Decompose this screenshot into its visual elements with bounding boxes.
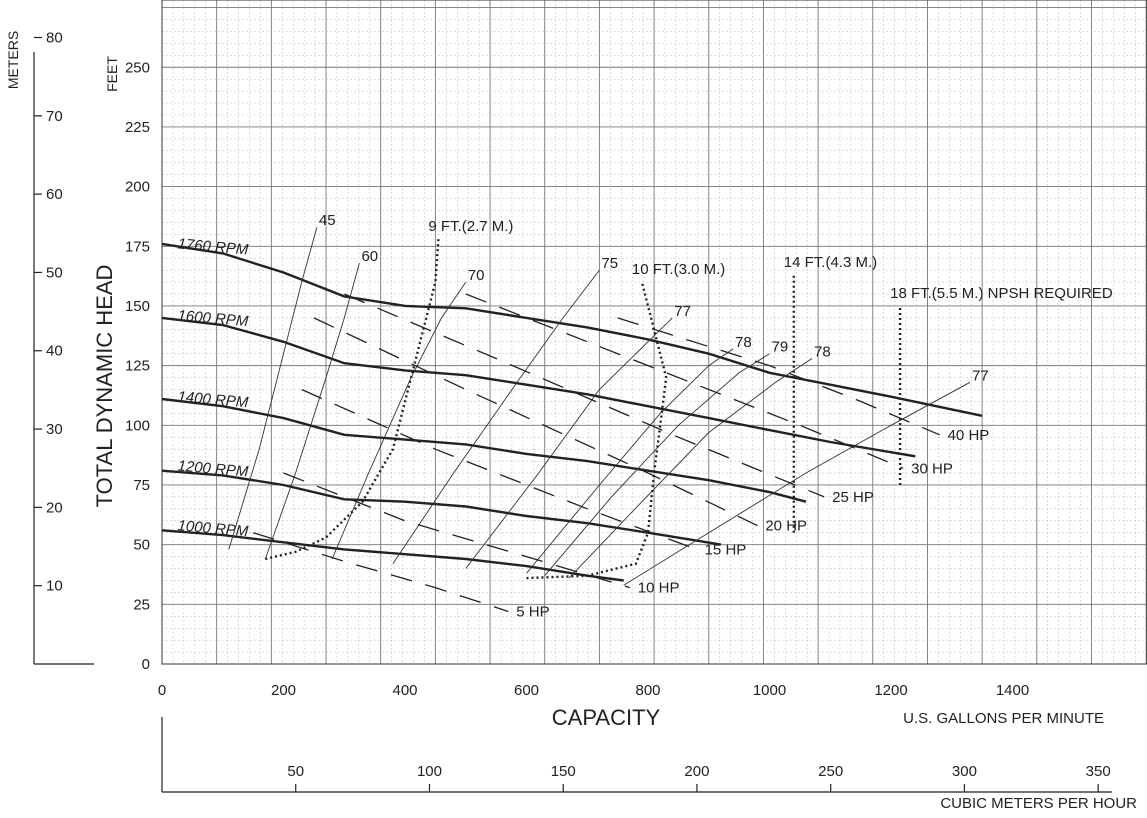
efficiency-curve-label: 70 — [468, 267, 485, 284]
x-tick-label: 400 — [392, 682, 417, 699]
rpm-curve — [161, 469, 722, 546]
y2-units-label: METERS — [5, 31, 21, 89]
power-curve — [283, 472, 630, 589]
rpm-curve — [161, 242, 983, 417]
y-tick-label: 75 — [133, 477, 150, 494]
x2-units-label: CUBIC METERS PER HOUR — [940, 795, 1137, 812]
m3h-tick-label: 250 — [818, 763, 843, 780]
meter-tick-label: 50 — [46, 264, 63, 281]
efficiency-curve-label: 75 — [601, 255, 618, 272]
m3h-tick-label: 300 — [952, 763, 977, 780]
efficiency-curve-label: 78 — [814, 343, 831, 360]
rpm-curve-label: 1200 RPM — [177, 457, 250, 480]
y-tick-label: 150 — [125, 298, 150, 315]
efficiency-curve — [623, 381, 971, 586]
plot-frame — [161, 0, 1147, 665]
m3h-tick-label: 100 — [417, 763, 442, 780]
efficiency-curve — [568, 358, 813, 579]
efficiency-curve-label: 78 — [735, 334, 752, 351]
chart-grid — [161, 0, 1147, 665]
meter-tick-label: 10 — [46, 578, 63, 595]
axis-labels: TOTAL DYNAMIC HEAD FEET METERS CAPACITY … — [5, 31, 1137, 812]
x-tick-label: 200 — [271, 682, 296, 699]
power-curve-label: 40 HP — [948, 427, 990, 444]
power-curve-label: 30 HP — [911, 460, 953, 477]
power-curves: 5 HP 10 HP 15 HP 20 HP 25 HP 30 HP 40 HP — [252, 293, 990, 620]
meter-tick-label: 70 — [46, 108, 63, 125]
x-units-label: U.S. GALLONS PER MINUTE — [903, 710, 1104, 727]
power-curve — [465, 293, 904, 469]
x-tick-label: 1000 — [753, 682, 786, 699]
power-curve-label: 10 HP — [638, 580, 680, 597]
y-tick-label: 250 — [125, 59, 150, 76]
power-curve — [344, 293, 825, 498]
npsh-curve-label: 10 FT.(3.0 M.) — [632, 261, 725, 278]
meter-tick-label: 80 — [46, 29, 63, 46]
x-tick-label: 600 — [514, 682, 539, 699]
y-tick-label: 50 — [133, 537, 150, 554]
power-curve — [301, 388, 697, 551]
x-tick-label: 0 — [158, 682, 166, 699]
meter-tick-label: 20 — [46, 499, 63, 516]
y-tick-label: 175 — [125, 238, 150, 255]
meter-tick-label: 60 — [46, 186, 63, 203]
efficiency-curve-label: 60 — [361, 248, 378, 265]
efficiency-curve-label: 77 — [674, 303, 691, 320]
y-tick-label: 225 — [125, 119, 150, 136]
m3h-tick-label: 50 — [287, 763, 304, 780]
y-axis-title: TOTAL DYNAMIC HEAD — [92, 265, 117, 508]
power-curve-label: 25 HP — [832, 489, 874, 506]
rpm-curve — [161, 397, 807, 503]
rpm-curve-label: 1760 RPM — [177, 235, 250, 258]
npsh-curves: 9 FT.(2.7 M.) 10 FT.(3.0 M.) 14 FT.(4.3 M.… — [265, 218, 1113, 580]
y-tick-label: 25 — [133, 596, 150, 613]
power-curve-label: 15 HP — [705, 541, 747, 558]
power-curve — [313, 317, 758, 527]
y-units-label: FEET — [104, 56, 120, 92]
x-axis-title: CAPACITY — [552, 705, 661, 730]
m3h-tick-label: 200 — [684, 763, 709, 780]
rpm-curve-label: 1000 RPM — [177, 517, 250, 540]
efficiency-curve — [228, 227, 318, 550]
m3h-tick-label: 350 — [1086, 763, 1111, 780]
efficiency-curve — [264, 262, 360, 560]
npsh-curve-label: 14 FT.(4.3 M.) — [784, 254, 877, 271]
efficiency-curve-label: 77 — [972, 367, 989, 384]
y-tick-label: 0 — [142, 656, 150, 673]
efficiency-curve — [544, 353, 770, 576]
meter-tick-label: 30 — [46, 421, 63, 438]
rpm-curve-label: 1600 RPM — [177, 307, 250, 330]
efficiency-curve — [392, 269, 600, 564]
y-tick-label: 100 — [125, 417, 150, 434]
x-tick-label: 1400 — [996, 682, 1029, 699]
y-tick-label: 200 — [125, 179, 150, 196]
npsh-curve-label: 9 FT.(2.7 M.) — [428, 218, 513, 235]
rpm-curve — [161, 316, 916, 458]
efficiency-curve-label: 45 — [319, 212, 336, 229]
x-tick-label: 800 — [635, 682, 660, 699]
m3h-tick-label: 150 — [551, 763, 576, 780]
chart-axes: 0 25 50 75 100 125 150 175 200 225 250 10 20 30 40 50 60… — [33, 29, 1112, 793]
npsh-curve — [265, 239, 440, 561]
rpm-curve-label: 1400 RPM — [177, 388, 250, 411]
efficiency-curve — [526, 348, 734, 574]
x-tick-label: 1200 — [874, 682, 907, 699]
y-tick-label: 125 — [125, 358, 150, 375]
rpm-curves: 1760 RPM 1600 RPM 1400 RPM 1200 RPM 1000 RPM — [161, 235, 983, 582]
rpm-curve — [161, 529, 624, 582]
power-curve-label: 5 HP — [516, 603, 549, 620]
meter-tick-label: 40 — [46, 343, 63, 360]
efficiency-curve-label: 79 — [772, 339, 789, 356]
npsh-curve-label: 18 FT.(5.5 M.) NPSH REQUIRED — [890, 285, 1113, 302]
power-curve — [252, 532, 509, 613]
power-curve-label: 20 HP — [765, 518, 807, 535]
